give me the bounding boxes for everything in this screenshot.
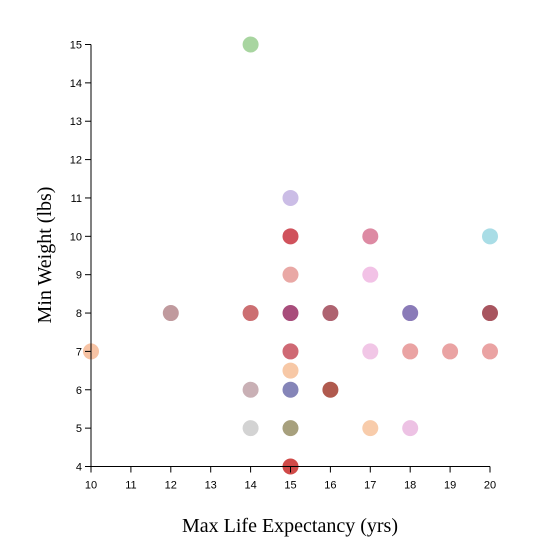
y-tick-label: 9 bbox=[76, 270, 82, 282]
data-point[interactable] bbox=[402, 305, 419, 322]
data-point[interactable] bbox=[402, 420, 419, 437]
data-point[interactable] bbox=[402, 343, 419, 360]
x-tick-label: 17 bbox=[364, 480, 376, 492]
axes-layer: 4 5 6 7 8 9 10 11 12 13 14 15 10 11 12 13 14 15 16 17 18 19 20 bbox=[70, 40, 496, 492]
data-point[interactable] bbox=[322, 381, 339, 398]
y-tick-label: 8 bbox=[76, 308, 82, 320]
x-tick-label: 18 bbox=[404, 480, 416, 492]
data-point[interactable] bbox=[482, 343, 498, 360]
y-tick-label: 6 bbox=[76, 385, 82, 397]
data-point[interactable] bbox=[242, 420, 259, 437]
data-point[interactable] bbox=[282, 266, 299, 283]
points-layer bbox=[83, 36, 498, 475]
data-point[interactable] bbox=[282, 343, 299, 360]
y-tick-label: 12 bbox=[70, 155, 82, 167]
data-point[interactable] bbox=[242, 381, 259, 398]
x-tick-label: 12 bbox=[165, 480, 177, 492]
data-point[interactable] bbox=[362, 343, 379, 360]
data-point[interactable] bbox=[282, 381, 299, 398]
x-tick-label: 10 bbox=[85, 480, 97, 492]
data-point[interactable] bbox=[322, 305, 339, 322]
data-point[interactable] bbox=[442, 343, 459, 360]
y-tick-label: 11 bbox=[71, 193, 82, 205]
x-tick-label: 14 bbox=[244, 480, 256, 492]
y-tick-label: 15 bbox=[70, 40, 82, 52]
x-tick-label: 11 bbox=[125, 480, 136, 492]
data-point[interactable] bbox=[282, 362, 299, 379]
data-point[interactable] bbox=[282, 189, 299, 206]
x-tick-label: 13 bbox=[205, 480, 217, 492]
x-tick-label: 20 bbox=[484, 480, 496, 492]
x-tick-label: 16 bbox=[324, 480, 336, 492]
data-point[interactable] bbox=[282, 305, 299, 322]
data-point[interactable] bbox=[362, 420, 379, 437]
data-point[interactable] bbox=[362, 266, 379, 283]
data-point[interactable] bbox=[362, 228, 379, 245]
data-point[interactable] bbox=[282, 420, 299, 437]
data-point[interactable] bbox=[242, 305, 259, 322]
data-point[interactable] bbox=[282, 228, 299, 245]
y-axis-title: Min Weight (lbs) bbox=[34, 187, 56, 324]
data-point[interactable] bbox=[482, 228, 498, 245]
y-tick-label: 5 bbox=[76, 423, 82, 435]
x-axis-title: Max Life Expectancy (yrs) bbox=[182, 515, 398, 537]
y-tick-label: 13 bbox=[70, 116, 82, 128]
x-tick-label: 15 bbox=[284, 480, 296, 492]
data-point[interactable] bbox=[242, 36, 259, 53]
y-tick-label: 4 bbox=[76, 462, 82, 474]
data-point[interactable] bbox=[482, 305, 498, 322]
x-tick-label: 19 bbox=[444, 480, 456, 492]
y-tick-label: 10 bbox=[70, 231, 82, 243]
y-tick-label: 7 bbox=[76, 346, 82, 358]
data-point[interactable] bbox=[162, 305, 179, 322]
y-tick-label: 14 bbox=[70, 78, 82, 90]
